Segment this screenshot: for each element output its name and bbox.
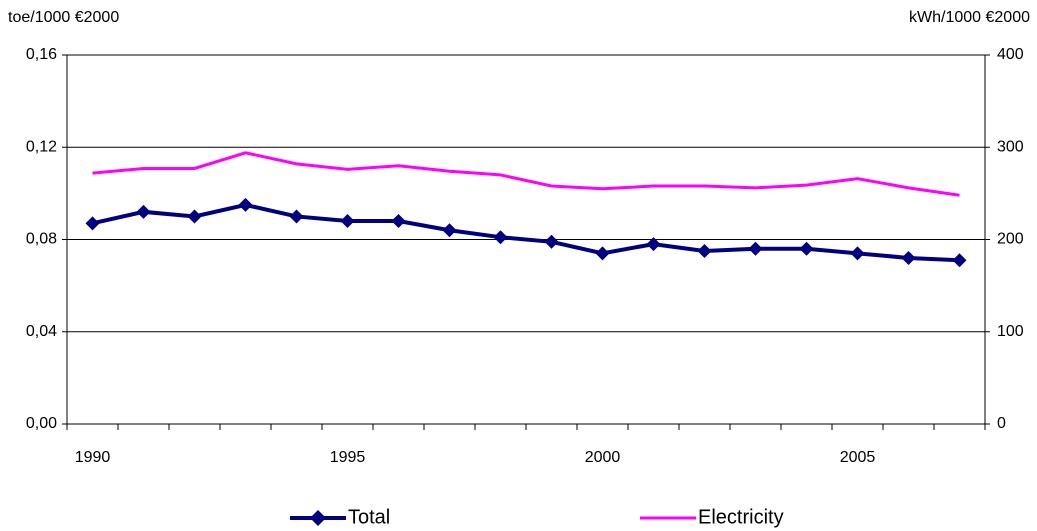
y2-axis-title: kWh/1000 €2000 — [909, 9, 1030, 26]
marker — [493, 230, 508, 245]
marker — [289, 209, 304, 224]
x-tick-label: 1990 — [75, 449, 111, 466]
marker — [952, 253, 967, 268]
marker — [799, 241, 814, 256]
y2-tick-label: 400 — [997, 46, 1024, 63]
y2-tick-label: 300 — [997, 138, 1024, 155]
marker — [238, 197, 253, 212]
legend-label: Electricity — [698, 506, 784, 528]
marker — [85, 216, 100, 231]
marker — [850, 246, 865, 261]
marker — [442, 223, 457, 238]
marker — [340, 214, 355, 229]
y2-tick-label: 0 — [997, 415, 1006, 432]
y-tick-label: 0,16 — [26, 46, 57, 63]
marker — [901, 250, 916, 265]
legend-label: Total — [348, 506, 390, 528]
series-line — [92, 202, 960, 263]
y2-tick-label: 200 — [997, 231, 1024, 248]
x-tick-label: 2005 — [840, 449, 876, 466]
series-line — [92, 151, 960, 197]
x-tick-label: 2000 — [585, 449, 621, 466]
y-tick-label: 0,12 — [26, 138, 57, 155]
y-tick-label: 0,04 — [26, 323, 57, 340]
marker — [595, 246, 610, 261]
marker — [391, 214, 406, 229]
marker — [136, 204, 151, 219]
y-tick-label: 0,08 — [26, 231, 57, 248]
marker — [544, 234, 559, 249]
y-axis-title: toe/1000 €2000 — [8, 9, 119, 26]
y2-tick-label: 100 — [997, 323, 1024, 340]
marker — [748, 241, 763, 256]
y-tick-label: 0,00 — [26, 415, 57, 432]
x-tick-label: 1995 — [330, 449, 366, 466]
legend-marker — [310, 510, 326, 526]
marker — [697, 244, 712, 259]
marker — [187, 209, 202, 224]
marker — [646, 237, 661, 252]
